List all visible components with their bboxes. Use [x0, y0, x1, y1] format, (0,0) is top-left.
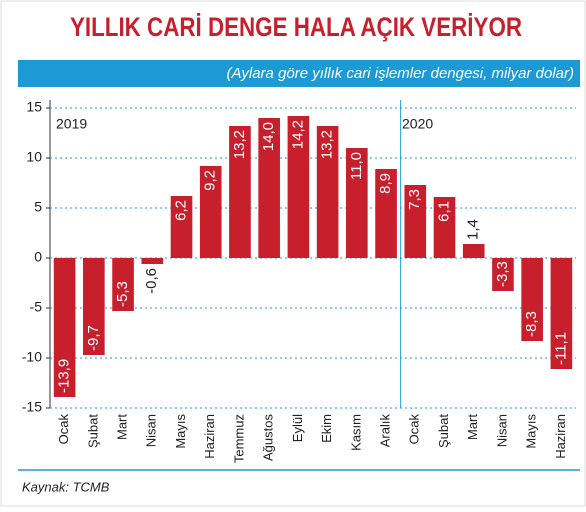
- x-tick-label: Nisan: [494, 414, 509, 447]
- year-label: 2019: [56, 116, 87, 132]
- bar: [229, 126, 251, 258]
- chart-title: YILLIK CARİ DENGE HALA AÇIK VERİYOR: [70, 12, 522, 42]
- y-tick-label: -15: [22, 399, 42, 415]
- y-tick-label: 0: [34, 249, 42, 265]
- value-label: 1,4: [465, 219, 482, 240]
- x-tick-label: Mart: [114, 414, 129, 440]
- x-tick-label: Haziran: [553, 414, 568, 459]
- value-label: -0,6: [143, 268, 160, 294]
- source: Kaynak: TCMB: [22, 479, 110, 494]
- value-label: -9,7: [85, 325, 102, 351]
- bar: [521, 258, 543, 341]
- bar: [112, 258, 134, 311]
- bar: [375, 169, 397, 258]
- y-tick-label: 5: [34, 199, 42, 215]
- bar: [170, 196, 193, 258]
- bar: [53, 258, 76, 397]
- subtitle-band: [18, 60, 580, 87]
- bar: [287, 116, 310, 258]
- bar: [462, 244, 485, 258]
- x-tick-label: Kasım: [348, 414, 363, 451]
- value-label: 8,9: [377, 173, 394, 194]
- value-label: -3,3: [494, 261, 511, 287]
- bar: [404, 185, 427, 258]
- x-tick-label: Temmuz: [231, 414, 246, 463]
- x-tick-label: Aralık: [377, 414, 392, 448]
- x-tick-label: Ocak: [407, 414, 422, 445]
- value-label: 11,0: [348, 152, 365, 180]
- bar: [550, 258, 573, 369]
- y-tick-label: 15: [26, 99, 42, 115]
- x-tick-label: Mayıs: [524, 414, 539, 449]
- y-tick-label: -10: [22, 349, 42, 365]
- value-label: -5,3: [114, 281, 131, 307]
- value-label: 7,3: [406, 189, 423, 210]
- bar: [316, 126, 339, 258]
- x-tick-label: Ekim: [319, 414, 334, 443]
- x-tick-label: Ağustos: [261, 414, 276, 461]
- value-label: 14,0: [260, 122, 277, 151]
- x-tick-label: Mayıs: [173, 414, 188, 449]
- value-label: 13,2: [319, 130, 336, 159]
- bar: [199, 166, 222, 258]
- value-label: 9,2: [202, 170, 219, 191]
- x-tick-label: Eylül: [290, 414, 305, 442]
- bar: [141, 258, 164, 264]
- value-label: 6,2: [172, 200, 189, 221]
- value-label: 6,1: [435, 201, 452, 222]
- value-label: -8,3: [523, 311, 540, 337]
- x-tick-label: Nisan: [144, 414, 159, 447]
- x-tick-label: Ocak: [56, 414, 71, 445]
- subtitle: (Aylara göre yıllık cari işlemler denges…: [227, 65, 574, 82]
- x-tick-label: Şubat: [85, 414, 100, 448]
- x-tick-label: Haziran: [202, 414, 217, 459]
- bar: [433, 197, 456, 258]
- bar: [346, 148, 368, 258]
- bar: [83, 258, 105, 355]
- x-tick-label: Şubat: [436, 414, 451, 448]
- bar: [258, 118, 280, 258]
- bar: [492, 258, 514, 291]
- value-label: -13,9: [56, 359, 73, 393]
- y-tick-label: -5: [30, 299, 43, 315]
- x-tick-label: Mart: [465, 414, 480, 440]
- year-label: 2020: [402, 116, 433, 132]
- value-label: 14,2: [289, 120, 306, 149]
- value-label: -11,1: [552, 332, 569, 365]
- value-label: 13,2: [231, 130, 248, 159]
- y-tick-label: 10: [26, 149, 42, 165]
